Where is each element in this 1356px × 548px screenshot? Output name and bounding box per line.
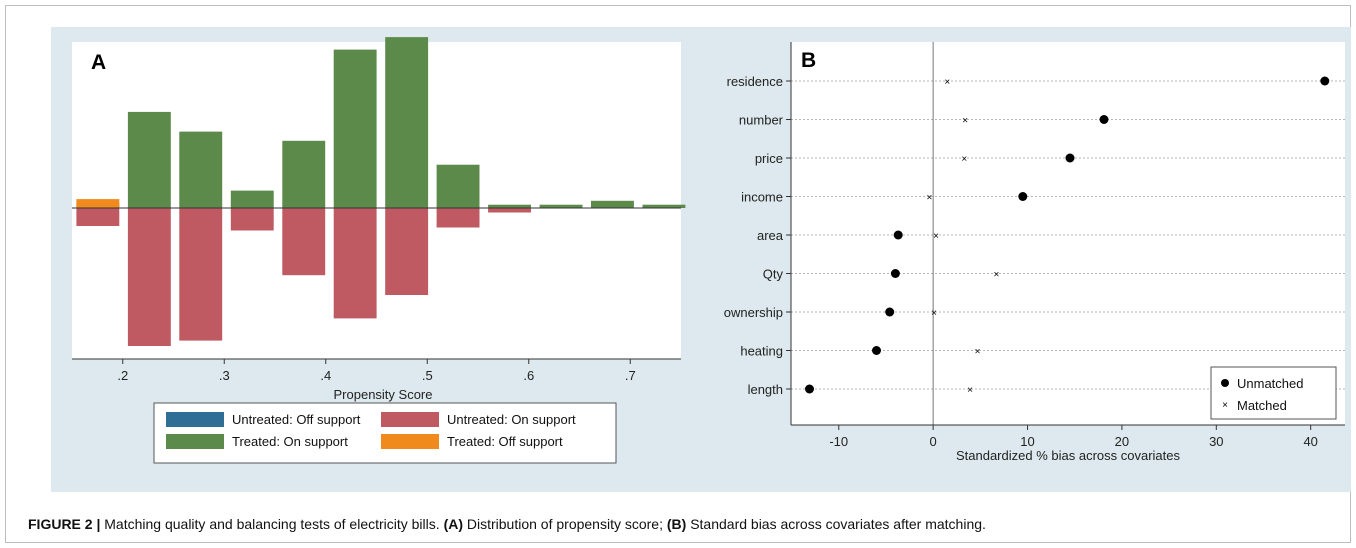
chart-b-point-unmatched xyxy=(1099,115,1109,124)
chart-a-xtick-label: .3 xyxy=(219,368,230,383)
chart-b-ylabel: number xyxy=(739,113,784,128)
chart-a: .2 .3 .4 .5 .6 .7 A Propensity Score Untreate… xyxy=(72,37,686,464)
chart-b-point-unmatched xyxy=(893,230,903,240)
figure-frame: .2 .3 .4 .5 .6 .7 A Propensity Score Untreate… xyxy=(5,5,1351,543)
chart-b-point-matched: × xyxy=(967,385,973,396)
chart-a-bar xyxy=(488,208,531,213)
chart-b-xtick-label: 40 xyxy=(1303,434,1317,449)
chart-a-bar xyxy=(642,204,686,208)
chart-b-point-matched: × xyxy=(931,308,937,319)
chart-a-bar xyxy=(385,208,429,295)
caption-label: FIGURE 2 | xyxy=(28,516,101,532)
chart-b-xtick-label: 20 xyxy=(1115,434,1129,449)
chart-a-bar xyxy=(282,208,326,276)
chart-b-ylabel: length xyxy=(748,382,783,397)
chart-b-point-matched: × xyxy=(993,270,999,281)
chart-b-legend: Unmatched × Matched xyxy=(1210,366,1337,420)
chart-b-xtick-label: 0 xyxy=(930,434,937,449)
chart-a-bar xyxy=(282,140,326,208)
caption-text: Matching quality and balancing tests of … xyxy=(104,516,440,532)
chart-a-bar xyxy=(230,190,274,208)
chart-a-legend-swatch xyxy=(381,412,439,427)
chart-b-point-matched: × xyxy=(975,347,981,358)
chart-a-xtick-label: .4 xyxy=(320,368,331,383)
chart-b-xtick-label: 30 xyxy=(1209,434,1223,449)
chart-b-point-unmatched xyxy=(890,269,900,278)
chart-a-bar xyxy=(385,37,429,208)
chart-a-legend-swatch xyxy=(166,412,224,427)
chart-a-legend-label: Treated: Off support xyxy=(447,434,563,449)
figure-caption: FIGURE 2 | Matching quality and balancin… xyxy=(28,516,986,532)
chart-a-bar xyxy=(488,204,531,208)
chart-b-point-matched: × xyxy=(962,116,968,127)
chart-a-legend: Untreated: Off support Untreated: On supp… xyxy=(153,402,617,464)
caption-b-label: (B) xyxy=(666,516,687,532)
chart-a-panel-label: A xyxy=(91,51,106,74)
caption-a-text: Distribution of propensity score; xyxy=(466,516,663,532)
chart-b: residence number price income area Qty ownersh… xyxy=(724,42,1345,463)
chart-a-bar xyxy=(76,199,120,208)
chart-a-bar xyxy=(127,111,171,208)
chart-a-bar xyxy=(179,131,223,208)
chart-b-ylabel: income xyxy=(741,190,783,205)
chart-a-bar xyxy=(591,200,634,208)
chart-b-point-unmatched xyxy=(1065,153,1075,163)
chart-b-point-matched: × xyxy=(933,231,939,242)
chart-b-ylabel: Qty xyxy=(763,267,784,282)
chart-b-point-unmatched xyxy=(885,307,895,317)
chart-b-point-unmatched xyxy=(805,384,814,394)
chart-a-bar xyxy=(230,208,274,231)
chart-a-bar xyxy=(333,49,377,208)
chart-b-point-matched: × xyxy=(961,154,967,165)
chart-a-bar xyxy=(436,208,480,228)
chart-a-bar xyxy=(539,204,583,208)
chart-b-legend-dot-marker xyxy=(1221,379,1229,387)
chart-a-bar xyxy=(127,208,171,346)
chart-b-point-unmatched xyxy=(872,346,881,355)
chart-b-ylabel: price xyxy=(755,151,783,166)
chart-b-ylabel: ownership xyxy=(724,305,783,320)
caption-a-label: (A) xyxy=(443,516,463,532)
chart-b-xtick-label: -10 xyxy=(829,434,848,449)
chart-b-ylabel: residence xyxy=(727,74,783,89)
chart-b-plot-area xyxy=(791,42,1345,425)
chart-a-xtick-label: .5 xyxy=(422,368,433,383)
chart-a-bar xyxy=(179,208,223,341)
chart-b-point-unmatched xyxy=(1320,76,1330,86)
chart-a-legend-swatch xyxy=(381,434,439,449)
chart-a-xtick-label: .7 xyxy=(625,368,636,383)
chart-a-legend-label: Treated: On support xyxy=(232,434,348,449)
chart-b-legend-box xyxy=(1210,366,1337,420)
chart-b-panel-label: B xyxy=(801,49,816,72)
chart-b-legend-unmatched: Unmatched xyxy=(1237,376,1303,391)
chart-a-bar xyxy=(333,208,377,319)
chart-a-xtick-label: .6 xyxy=(523,368,534,383)
chart-a-xlabel: Propensity Score xyxy=(334,387,433,402)
chart-b-point-unmatched xyxy=(1018,192,1028,201)
chart-a-bar xyxy=(436,164,480,208)
caption-b-text: Standard bias across covariates after ma… xyxy=(690,516,986,532)
chart-b-xlabel: Standardized % bias across covariates xyxy=(956,448,1181,463)
chart-b-point-matched: × xyxy=(944,77,950,88)
chart-a-xtick-label: .2 xyxy=(117,368,128,383)
chart-b-xtick-label: 10 xyxy=(1020,434,1034,449)
chart-b-ylabel: area xyxy=(757,228,784,243)
chart-a-legend-swatch xyxy=(166,434,224,449)
chart-b-ylabel: heating xyxy=(740,344,783,359)
chart-b-legend-x-marker: × xyxy=(1222,400,1228,411)
chart-a-legend-label: Untreated: Off support xyxy=(232,412,361,427)
chart-a-bar xyxy=(76,208,120,226)
figure-panel: .2 .3 .4 .5 .6 .7 A Propensity Score Untreate… xyxy=(51,27,1351,492)
chart-b-legend-matched: Matched xyxy=(1237,398,1287,413)
chart-a-legend-label: Untreated: On support xyxy=(447,412,576,427)
chart-b-point-matched: × xyxy=(926,193,932,204)
